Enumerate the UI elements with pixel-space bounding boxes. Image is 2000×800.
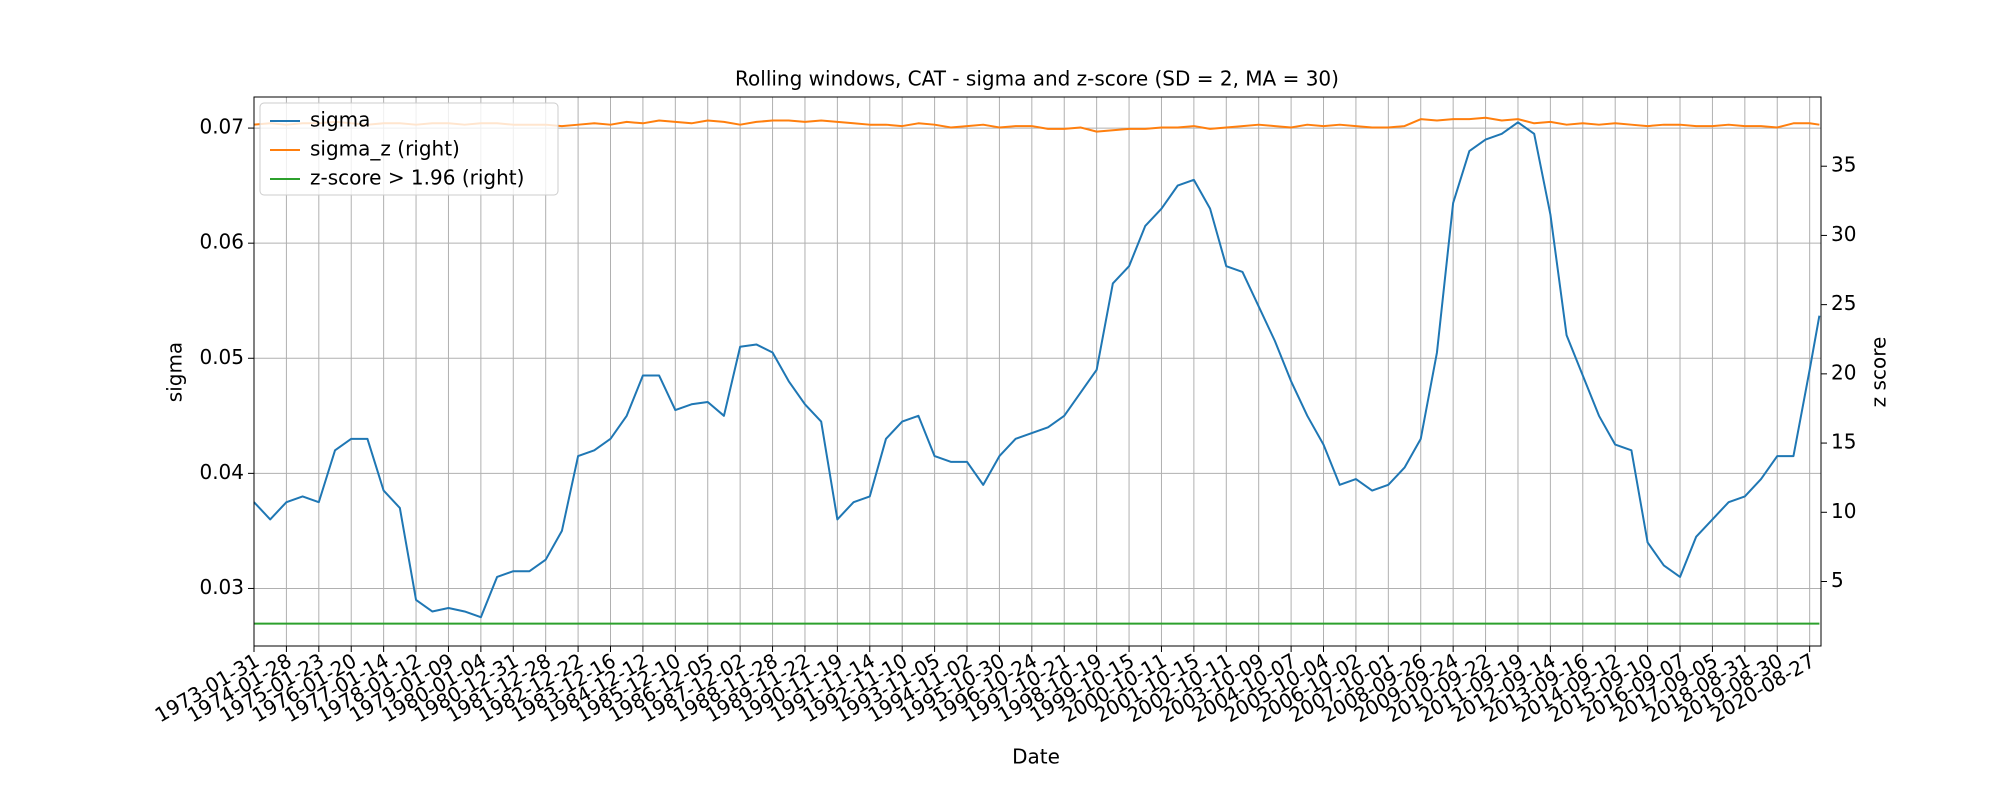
y-tick-label: 0.03 [199,575,244,599]
y-tick-label: 0.05 [199,345,244,369]
series-line [253,121,1821,619]
x-axis-label: Date [1012,745,1060,769]
y2-tick-label: 30 [1831,222,1856,246]
y2-tick-label: 10 [1831,499,1856,523]
y2-axis-label: z score [1867,337,1891,408]
plot-frame [253,96,1822,647]
y-tick-label: 0.07 [199,115,244,139]
legend-label: z-score > 1.96 (right) [310,166,524,190]
y2-tick-label: 35 [1831,153,1856,177]
legend-label: sigma [310,108,370,132]
y-tick-label: 0.06 [199,230,244,254]
y-tick-label: 0.04 [199,460,244,484]
y2-tick-label: 15 [1831,430,1856,454]
y2-tick-label: 25 [1831,291,1856,315]
legend-label: sigma_z (right) [310,137,460,161]
legend-box [259,102,559,196]
y2-tick-label: 5 [1831,568,1844,592]
y2-tick-label: 20 [1831,360,1856,384]
y-axis-label: sigma [163,342,187,402]
chart-title: Rolling windows, CAT - sigma and z-score… [735,67,1339,91]
